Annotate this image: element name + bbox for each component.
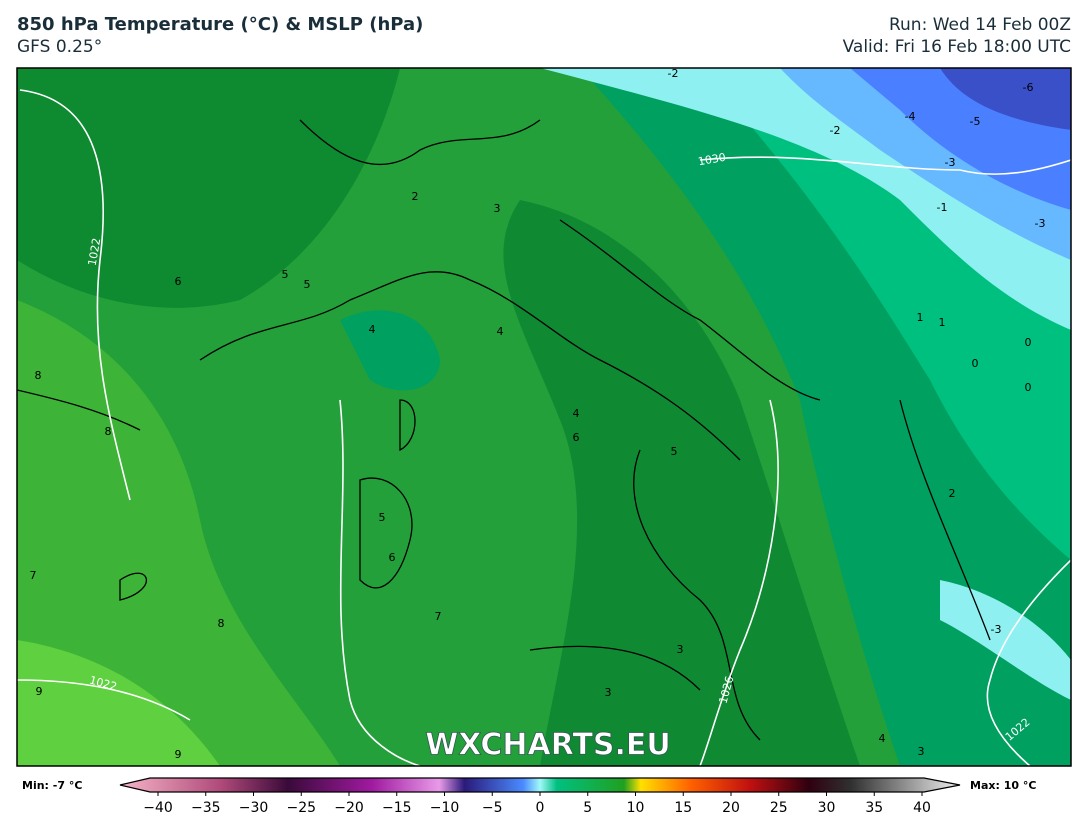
colorbar-tick-label: 5: [583, 800, 592, 816]
isobar-label: 1022: [86, 237, 104, 267]
contour-label: 1: [917, 311, 924, 324]
contour-label: -5: [970, 115, 981, 128]
colorbar-tick-label: −40: [143, 800, 173, 816]
colorbar-tick-label: 25: [770, 800, 788, 816]
contour-label: 5: [304, 278, 311, 291]
colorbar-tick-label: −15: [382, 800, 412, 816]
contour-label: 9: [175, 748, 182, 761]
contour-label: 7: [30, 569, 37, 582]
min-label: Min: -7 °C: [22, 779, 82, 792]
colorbar-tick-label: 20: [722, 800, 740, 816]
contour-label: 0: [972, 357, 979, 370]
contour-label: 4: [879, 732, 886, 745]
contour-label: 3: [677, 643, 684, 656]
colorbar-tick-label: −20: [334, 800, 364, 816]
contour-label: -3: [1035, 217, 1046, 230]
run-time: Run: Wed 14 Feb 00Z: [888, 15, 1071, 35]
colorbar-tick-label: −5: [482, 800, 503, 816]
contour-label: 6: [573, 431, 580, 444]
contour-label: 5: [379, 511, 386, 524]
colorbar-tick-label: −25: [286, 800, 316, 816]
contour-label: -4: [905, 110, 916, 123]
colorbar-tick-label: −35: [191, 800, 221, 816]
contour-label: -2: [830, 124, 841, 137]
contour-label: 8: [218, 617, 225, 630]
colorbar-tick-label: 35: [865, 800, 883, 816]
contour-label: 0: [1025, 336, 1032, 349]
colorbar-tick-label: −10: [430, 800, 460, 816]
map-field: [17, 68, 1071, 766]
watermark: WXCHARTS.EU: [425, 728, 671, 763]
contour-label: 2: [412, 190, 419, 203]
contour-label: 1: [939, 316, 946, 329]
max-label: Max: 10 °C: [970, 779, 1036, 792]
contour-label: -6: [1023, 81, 1034, 94]
contour-label: 9: [36, 685, 43, 698]
colorbar-tick-label: 30: [818, 800, 836, 816]
contour-label: -2: [668, 67, 679, 80]
contour-label: 3: [494, 202, 501, 215]
contour-label: 8: [35, 369, 42, 382]
colorbar-tick-label: 10: [627, 800, 645, 816]
colorbar-tick-label: 15: [674, 800, 692, 816]
colorbar-tick-label: 40: [913, 800, 931, 816]
contour-label: 8: [105, 425, 112, 438]
contour-label: 4: [573, 407, 580, 420]
contour-label: 5: [282, 268, 289, 281]
contour-label: 4: [369, 323, 376, 336]
title: 850 hPa Temperature (°C) & MSLP (hPa): [17, 14, 424, 35]
contour-label: 6: [175, 275, 182, 288]
colorbar-tick-label: −30: [239, 800, 269, 816]
contour-label: 0: [1025, 381, 1032, 394]
map-frame: [16, 67, 1072, 767]
contour-label: -3: [945, 156, 956, 169]
colorbar: [119, 777, 961, 793]
subtitle: GFS 0.25°: [17, 37, 103, 57]
contour-label: 5: [671, 445, 678, 458]
contour-label: -3: [991, 623, 1002, 636]
valid-time: Valid: Fri 16 Feb 18:00 UTC: [842, 37, 1071, 57]
contour-label: 2: [949, 487, 956, 500]
contour-label: 3: [918, 745, 925, 758]
isobar-label: 1030: [697, 151, 727, 169]
colorbar-tick-label: 0: [536, 800, 545, 816]
contour-label: 6: [389, 551, 396, 564]
contour-label: -1: [937, 201, 948, 214]
contour-label: 7: [435, 610, 442, 623]
contour-label: 3: [605, 686, 612, 699]
contour-label: 4: [497, 325, 504, 338]
